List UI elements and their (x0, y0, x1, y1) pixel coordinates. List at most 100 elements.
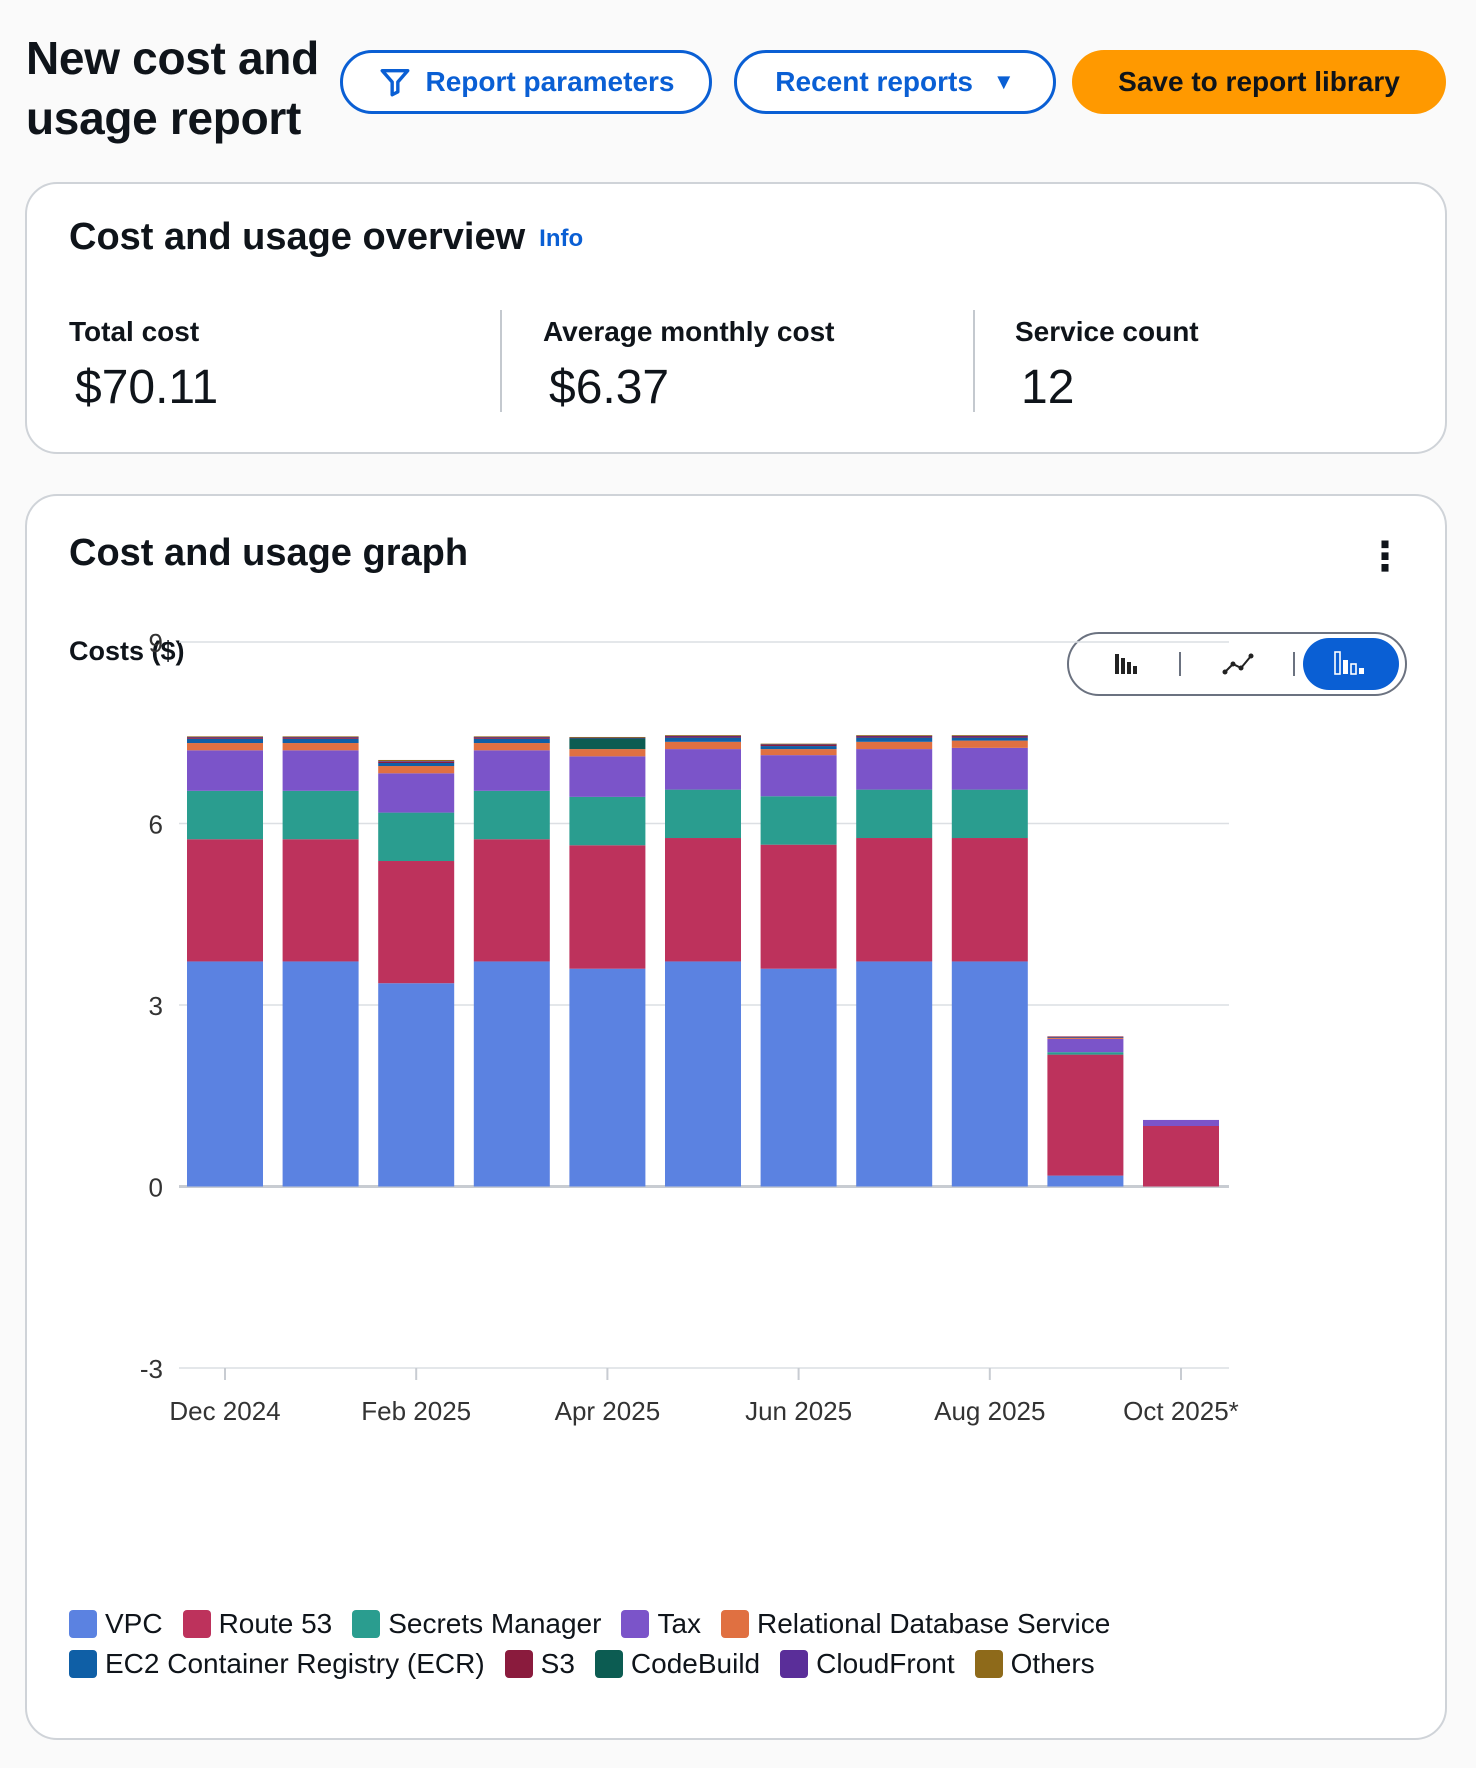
bar-segment[interactable] (282, 839, 359, 962)
bar-segment[interactable] (760, 844, 837, 969)
bar-segment[interactable] (569, 968, 646, 1187)
bar-segment[interactable] (951, 789, 1028, 839)
bar-segment[interactable] (665, 736, 741, 738)
bar-segment[interactable] (282, 736, 359, 738)
legend-item-others[interactable]: Others (974, 1646, 1095, 1682)
bar-segment[interactable] (569, 756, 646, 797)
bar-segment[interactable] (282, 750, 359, 791)
bar-segment[interactable] (569, 749, 646, 757)
bar-segment[interactable] (760, 749, 837, 756)
bar-segment[interactable] (378, 983, 455, 1187)
bar-segment[interactable] (856, 735, 933, 736)
bar-segment[interactable] (856, 961, 933, 1187)
bar-segment[interactable] (856, 749, 933, 790)
legend-item-route-53[interactable]: Route 53 (182, 1606, 332, 1642)
bar-segment[interactable] (473, 750, 550, 791)
bar-segment[interactable] (951, 740, 1028, 748)
bar-segment[interactable] (760, 746, 837, 750)
legend-item-ecr[interactable]: EC2 Container Registry (ECR) (69, 1646, 485, 1682)
bar-segment[interactable] (856, 741, 933, 750)
bar-segment[interactable] (282, 737, 359, 739)
bar-segment[interactable] (665, 961, 741, 1187)
bar-segment[interactable] (378, 761, 455, 763)
legend-item-rds[interactable]: Relational Database Service (721, 1606, 1110, 1642)
line-chart-toggle[interactable] (1191, 638, 1287, 690)
bar-segment[interactable] (569, 736, 646, 738)
recent-reports-dropdown[interactable]: Recent reports ▼ (734, 50, 1056, 114)
bar-segment[interactable] (1047, 1052, 1124, 1055)
bar-segment[interactable] (856, 838, 933, 962)
legend-item-cloudfront[interactable]: CloudFront (780, 1646, 955, 1682)
bar-segment[interactable] (187, 750, 263, 791)
bar-segment[interactable] (473, 736, 550, 738)
bar-segment[interactable] (187, 790, 263, 840)
bar-segment[interactable] (665, 737, 741, 742)
bar-segment[interactable] (473, 790, 550, 840)
bar-segment[interactable] (951, 737, 1028, 741)
report-parameters-button[interactable]: Report parameters (340, 50, 712, 114)
bar-segment[interactable] (1047, 1038, 1124, 1053)
bar-segment[interactable] (473, 737, 550, 739)
bar-segment[interactable] (569, 845, 646, 969)
bar-segment[interactable] (282, 738, 359, 744)
bar-segment[interactable] (282, 736, 359, 738)
bar-segment[interactable] (1047, 1037, 1124, 1038)
bar-segment[interactable] (473, 736, 550, 738)
bar-segment[interactable] (760, 743, 837, 745)
bar-segment[interactable] (1047, 1037, 1124, 1039)
bar-segment[interactable] (473, 738, 550, 744)
bar-segment[interactable] (282, 961, 359, 1187)
stacked-bar-chart-toggle[interactable] (1303, 638, 1399, 690)
bar-segment[interactable] (951, 735, 1028, 737)
bar-segment[interactable] (665, 735, 741, 736)
bar-segment[interactable] (282, 743, 359, 751)
info-link[interactable]: Info (539, 224, 584, 252)
bar-segment[interactable] (665, 789, 741, 839)
bar-segment[interactable] (665, 838, 741, 962)
bar-segment[interactable] (1047, 1054, 1124, 1176)
bar-segment[interactable] (378, 761, 455, 762)
bar-segment[interactable] (1047, 1036, 1124, 1038)
bar-segment[interactable] (665, 741, 741, 750)
legend-item-vpc[interactable]: VPC (69, 1606, 163, 1642)
legend-item-s3[interactable]: S3 (504, 1646, 575, 1682)
bar-segment[interactable] (187, 737, 263, 739)
bar-segment[interactable] (187, 839, 263, 962)
bar-segment[interactable] (760, 744, 837, 747)
bar-segment[interactable] (856, 789, 933, 839)
bar-segment[interactable] (187, 743, 263, 751)
bar-segment[interactable] (282, 790, 359, 840)
bar-segment[interactable] (378, 759, 455, 762)
bar-segment[interactable] (951, 735, 1028, 736)
bar-segment[interactable] (569, 737, 646, 739)
bar-segment[interactable] (378, 773, 455, 813)
bar-segment[interactable] (378, 812, 455, 862)
bar-segment[interactable] (951, 961, 1028, 1187)
bar-segment[interactable] (856, 735, 933, 737)
bar-segment[interactable] (473, 961, 550, 1187)
bar-segment[interactable] (1143, 1119, 1219, 1126)
bar-segment[interactable] (473, 839, 550, 962)
bar-segment[interactable] (378, 861, 455, 984)
bar-segment[interactable] (1047, 1175, 1124, 1187)
bar-segment[interactable] (1143, 1126, 1219, 1187)
bar-segment[interactable] (760, 744, 837, 746)
bar-segment[interactable] (569, 796, 646, 846)
save-to-report-library-button[interactable]: Save to report library (1072, 50, 1446, 114)
bar-segment[interactable] (951, 736, 1028, 738)
bar-segment[interactable] (760, 968, 837, 1187)
bar-segment[interactable] (378, 763, 455, 767)
bar-segment[interactable] (378, 766, 455, 774)
legend-item-codebuild[interactable]: CodeBuild (594, 1646, 760, 1682)
legend-item-tax[interactable]: Tax (621, 1606, 701, 1642)
bar-chart-toggle[interactable] (1079, 638, 1175, 690)
bar-segment[interactable] (187, 738, 263, 744)
bar-segment[interactable] (856, 737, 933, 742)
bar-segment[interactable] (187, 961, 263, 1187)
bar-segment[interactable] (760, 796, 837, 845)
bar-segment[interactable] (760, 755, 837, 797)
bar-segment[interactable] (951, 747, 1028, 790)
legend-item-secrets-manager[interactable]: Secrets Manager (352, 1606, 601, 1642)
bar-segment[interactable] (856, 736, 933, 738)
bar-segment[interactable] (187, 736, 263, 738)
